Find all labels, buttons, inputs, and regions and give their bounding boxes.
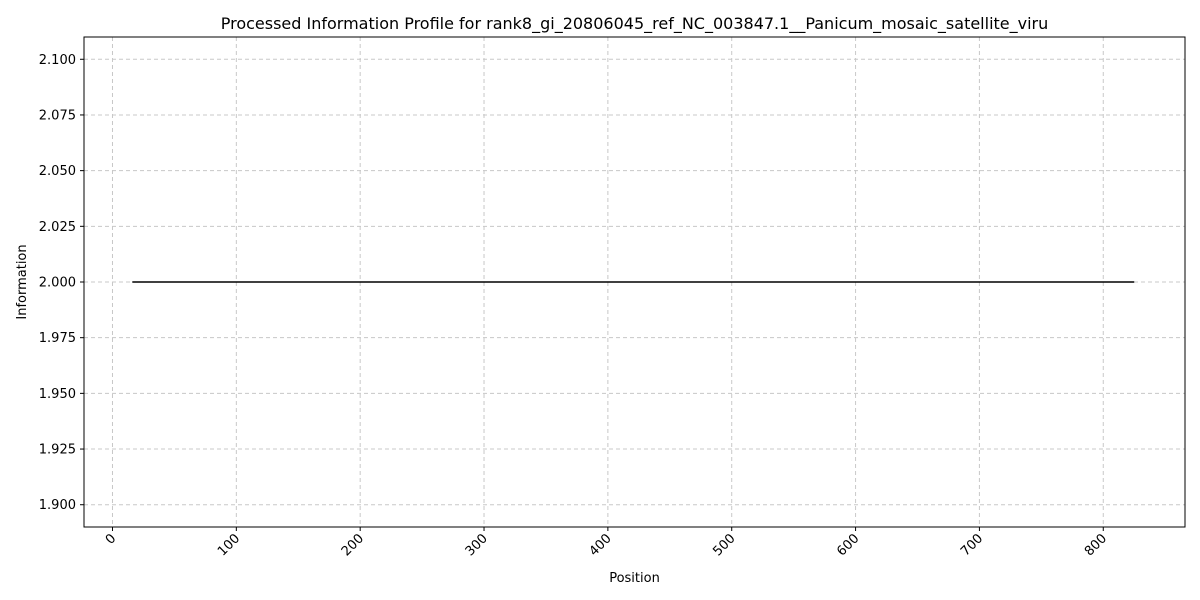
x-tick-label: 300 [463,531,491,559]
y-tick-label: 2.100 [39,53,76,68]
x-tick-label: 0 [103,531,119,547]
x-tick-label: 800 [1082,531,1110,559]
y-tick-label: 2.000 [39,276,76,291]
x-axis: 0 100 200 300 400 500 600 700 800 [103,527,1110,559]
x-axis-label: Position [609,571,660,586]
y-tick-label: 1.925 [39,443,76,458]
x-tick-label: 200 [339,531,367,559]
x-tick-label: 600 [834,531,862,559]
y-tick-label: 1.950 [39,387,76,402]
x-tick-label: 500 [710,531,738,559]
x-tick-label: 400 [587,531,615,559]
y-tick-label: 2.050 [39,164,76,179]
y-tick-label: 1.900 [39,498,76,513]
y-tick-label: 2.075 [39,108,76,123]
x-tick-label: 100 [215,531,243,559]
y-axis: 1.900 1.925 1.950 1.975 2.000 2.025 2.050 2.075… [39,53,84,513]
y-axis-label: Information [15,244,30,319]
y-tick-label: 2.025 [39,220,76,235]
y-tick-label: 1.975 [39,331,76,346]
chart-title: Processed Information Profile for rank8_… [221,14,1049,34]
x-tick-label: 700 [958,531,986,559]
